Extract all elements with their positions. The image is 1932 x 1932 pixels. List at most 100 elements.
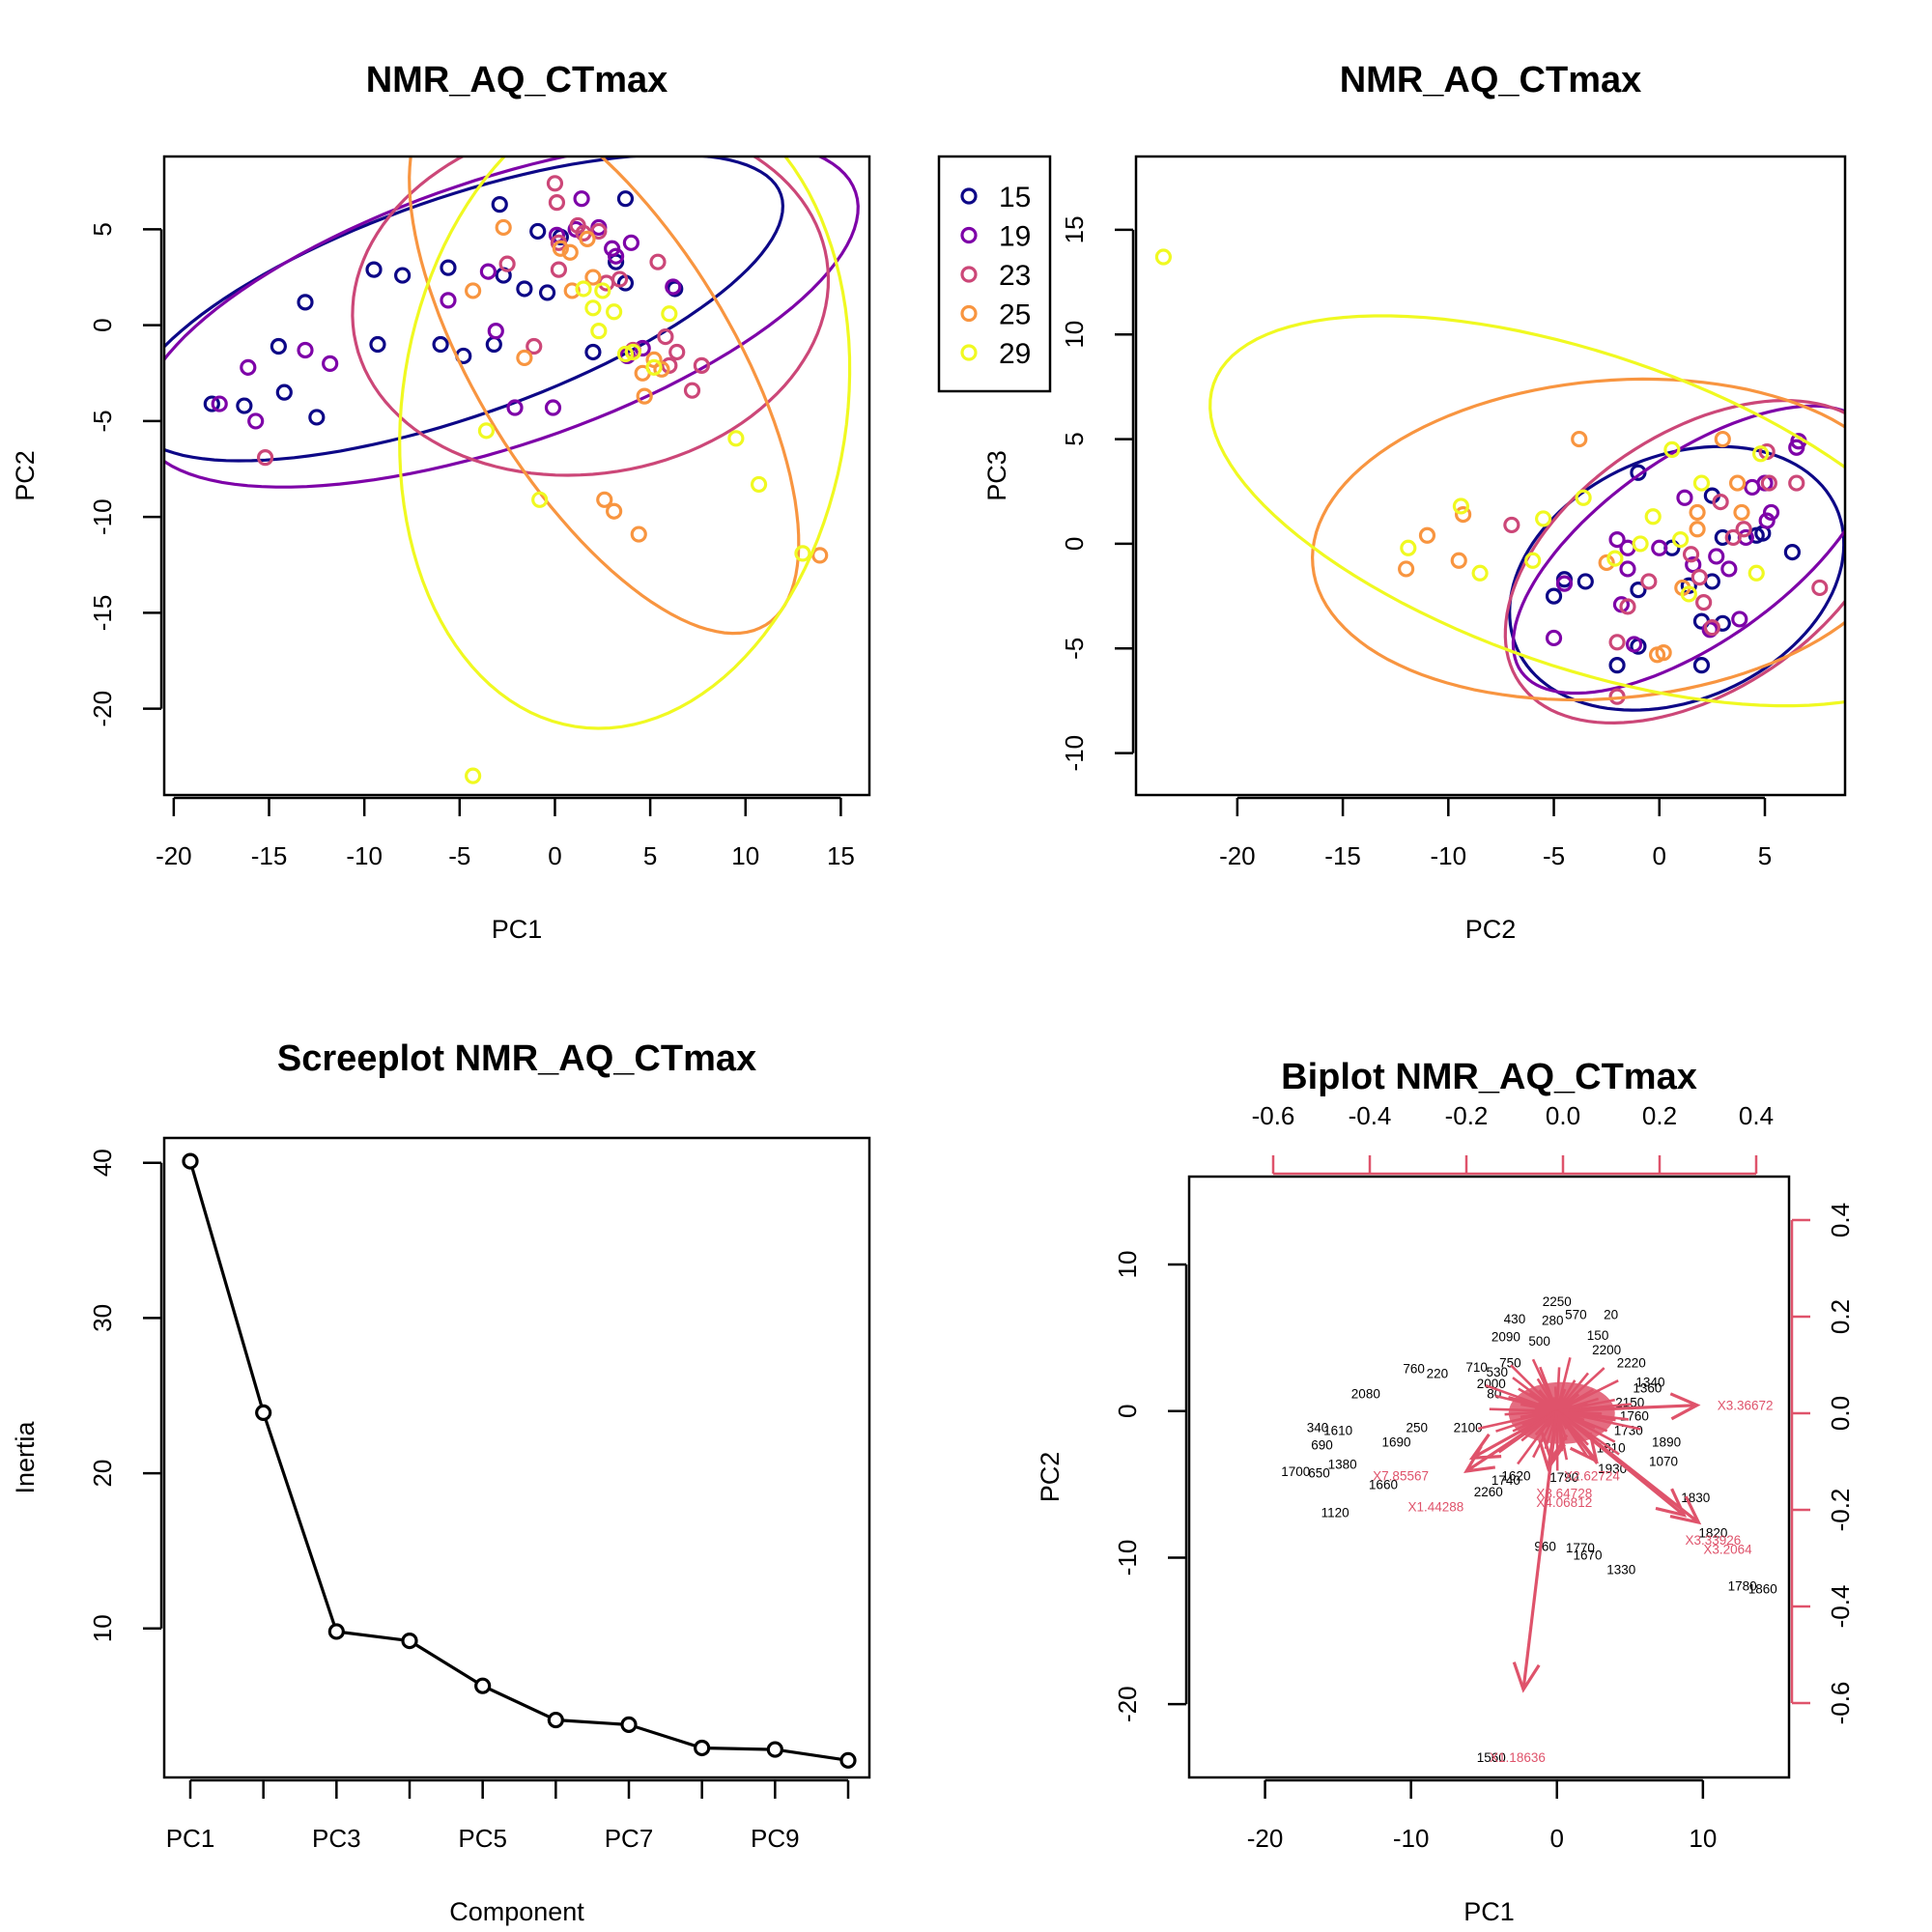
observation-label: 690 bbox=[1311, 1438, 1333, 1453]
point-19 bbox=[479, 263, 497, 280]
top-tick-label: 0.0 bbox=[1546, 1101, 1580, 1130]
legend-marker bbox=[960, 344, 978, 361]
point-25 bbox=[584, 269, 602, 286]
observation-label: 1700 bbox=[1281, 1464, 1310, 1479]
scree-point-PC1 bbox=[182, 1152, 199, 1170]
arrow-head bbox=[1468, 1433, 1502, 1461]
top-tick-label: -0.2 bbox=[1445, 1101, 1489, 1130]
legend-marker bbox=[960, 266, 978, 283]
point-23 bbox=[683, 382, 701, 399]
y-tick-label: -5 bbox=[88, 410, 117, 432]
observation-label: 2250 bbox=[1543, 1294, 1572, 1309]
legend-entry-25: 25 bbox=[960, 299, 1031, 331]
plot-frame bbox=[1134, 155, 1847, 797]
point-15 bbox=[1577, 573, 1594, 590]
scree-point-PC8 bbox=[694, 1739, 711, 1757]
observation-label: 1120 bbox=[1321, 1505, 1350, 1520]
point-19 bbox=[487, 323, 504, 340]
legend-entry-29: 29 bbox=[960, 338, 1031, 370]
point-29 bbox=[750, 475, 768, 494]
point-19 bbox=[247, 412, 265, 430]
arrow-label: X7.85567 bbox=[1373, 1468, 1429, 1483]
point-19 bbox=[1788, 439, 1805, 456]
point-19 bbox=[1555, 575, 1574, 592]
point-25 bbox=[630, 526, 647, 543]
y-tick-label: -10 bbox=[88, 498, 117, 535]
scree-point-PC7 bbox=[620, 1716, 638, 1733]
x-axis-label: PC2 bbox=[1465, 915, 1517, 944]
observation-label: 2080 bbox=[1351, 1387, 1380, 1402]
point-23 bbox=[546, 175, 564, 192]
x-tick-label: 5 bbox=[1758, 841, 1772, 870]
point-25 bbox=[606, 502, 623, 520]
observation-label: 430 bbox=[1504, 1312, 1526, 1326]
point-23 bbox=[1682, 546, 1700, 563]
point-25 bbox=[1714, 430, 1731, 448]
point-29 bbox=[794, 545, 811, 562]
arrow-label: X3.64728 bbox=[1536, 1487, 1592, 1501]
point-29 bbox=[624, 343, 641, 361]
arrow-label: X4.06812 bbox=[1536, 1495, 1592, 1510]
point-15 bbox=[308, 409, 326, 426]
point-29 bbox=[1680, 585, 1697, 603]
y-tick-label: 5 bbox=[88, 222, 117, 236]
point-15 bbox=[1714, 528, 1731, 547]
observation-label: 2260 bbox=[1474, 1485, 1503, 1499]
point-15 bbox=[1692, 657, 1711, 674]
point-19 bbox=[544, 399, 562, 416]
series-15 bbox=[164, 156, 785, 463]
y-axis-label: PC2 bbox=[11, 450, 40, 501]
point-25 bbox=[563, 282, 581, 299]
observation-label: 1890 bbox=[1652, 1435, 1681, 1450]
point-23 bbox=[1640, 573, 1658, 590]
y-axis-label: PC2 bbox=[1036, 1452, 1065, 1503]
y-axis: -20 -10 0 10 bbox=[1113, 1251, 1188, 1722]
point-29 bbox=[1535, 510, 1552, 527]
series-29 bbox=[1154, 248, 1845, 708]
point-25 bbox=[1450, 552, 1467, 569]
observation-label: 570 bbox=[1565, 1308, 1587, 1322]
point-15 bbox=[236, 397, 253, 414]
point-19 bbox=[211, 395, 228, 412]
point-29 bbox=[531, 491, 549, 508]
point-15 bbox=[491, 196, 508, 213]
panel-pc1-pc2: -20 -15 -10 -5 0 5 10 15 -20 -15 -10 -5 0 5 NMR_AQ_CTm… bbox=[11, 60, 1052, 944]
point-19 bbox=[622, 234, 639, 251]
point-29 bbox=[575, 280, 592, 298]
y-tick-label: 10 bbox=[88, 1614, 117, 1642]
point-25 bbox=[1455, 505, 1472, 524]
arrow-head bbox=[1512, 1662, 1541, 1693]
point-19 bbox=[297, 341, 314, 359]
x-tick-label: -10 bbox=[1431, 841, 1467, 870]
point-29 bbox=[661, 305, 678, 323]
y-axis: -10 -5 0 5 10 15 bbox=[1060, 215, 1135, 771]
arrow-label: X1.18636 bbox=[1490, 1750, 1546, 1765]
point-19 bbox=[1685, 556, 1702, 574]
right-tick-label: -0.6 bbox=[1826, 1682, 1855, 1725]
arrow-head bbox=[1669, 1392, 1701, 1421]
point-29 bbox=[590, 323, 608, 340]
point-23 bbox=[1619, 598, 1636, 615]
y-tick-label: -20 bbox=[88, 691, 117, 727]
observation-label: 1670 bbox=[1573, 1548, 1602, 1562]
point-23 bbox=[611, 270, 629, 288]
point-25 bbox=[579, 230, 596, 247]
plot-frame bbox=[162, 155, 871, 797]
point-29 bbox=[594, 282, 611, 299]
chart-title: Biplot NMR_AQ_CTmax bbox=[1281, 1057, 1697, 1097]
point-19 bbox=[440, 292, 457, 309]
point-19 bbox=[1545, 629, 1563, 647]
point-15 bbox=[1783, 544, 1801, 561]
point-25 bbox=[552, 240, 569, 257]
point-23 bbox=[526, 337, 543, 355]
observation-label: 1820 bbox=[1698, 1526, 1727, 1541]
plot-area bbox=[164, 156, 860, 784]
legend-marker bbox=[960, 226, 978, 244]
x-tick-label: -10 bbox=[1393, 1824, 1430, 1853]
x-tick-label: -5 bbox=[448, 841, 470, 870]
point-25 bbox=[636, 387, 653, 405]
loading-arrow-X3.2064: X3.2064 bbox=[1555, 1409, 1752, 1556]
point-23 bbox=[649, 253, 667, 270]
point-29 bbox=[1400, 539, 1417, 556]
